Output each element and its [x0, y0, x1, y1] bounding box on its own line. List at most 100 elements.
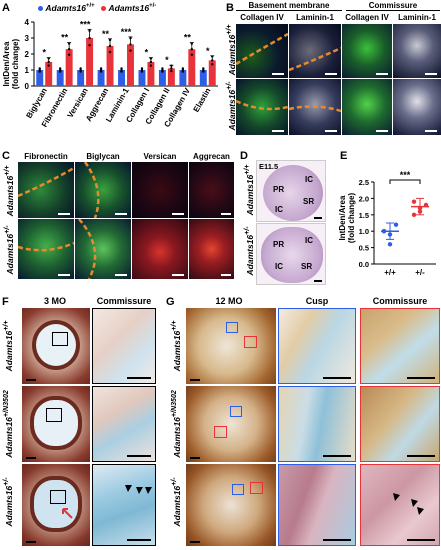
panel-c-image-wt-fibronectin	[18, 162, 74, 218]
panel-c-row-het-sup: +/-	[3, 225, 12, 234]
panel-c-sub-biglycan: Biglycan	[86, 152, 120, 161]
panel-b-image-het-laminin-1	[289, 79, 341, 135]
panel-f-image-n3502-commissure	[92, 386, 156, 462]
panel-e-sig-bracket	[389, 179, 421, 184]
panel-a-dot-het-1-0	[67, 53, 71, 56]
panel-a-dot-het-7-2	[190, 42, 194, 45]
panel-a-bar-wt-1	[56, 70, 64, 86]
panel-c-row-wt-sup: +/+	[3, 165, 12, 176]
panel-label-f: F	[2, 296, 9, 308]
panel-a-dot-het-5-2	[149, 57, 153, 60]
panel-a-dot-het-4-0	[129, 49, 132, 52]
panel-a-dot-het-8-0	[211, 63, 214, 66]
panel-a-dot-wt-5-2	[140, 67, 144, 70]
panel-f-row-het-base: Adamts16	[3, 485, 14, 527]
panel-g-row-het-sup: +/-	[170, 477, 179, 486]
panel-f-row-wt: Adamts16+/+	[2, 308, 14, 384]
panel-a-bar-wt-4	[118, 70, 125, 86]
panel-a-dot-het-8-2	[211, 55, 214, 58]
panel-a-sig-7: **	[184, 33, 192, 43]
panel-c-row-het: Adamts16+/-	[3, 215, 15, 285]
panel-g-image-het-overview	[186, 464, 276, 546]
panel-g-timepoint: 12 MO	[215, 296, 243, 306]
panel-a-sig-4: ***	[121, 27, 132, 37]
legend-dot-wt	[38, 6, 43, 12]
panel-a-dot-het-0-0	[47, 64, 50, 67]
panel-a-sig-2: ***	[80, 19, 91, 29]
panel-e-point-0-3	[381, 229, 387, 234]
panel-b-image-het-commissure-laminin-1	[393, 79, 441, 135]
panel-a-dot-het-1-2	[67, 42, 71, 45]
panel-a-dot-het-6-2	[170, 64, 173, 67]
panel-c-image-wt-aggrecan	[189, 162, 234, 218]
panel-e-ylabel-2: (fold change)	[347, 193, 356, 244]
panel-a-dot-het-5-0	[149, 64, 153, 67]
panel-e-point-1-0	[411, 199, 417, 204]
panel-a-ylabel-2: (fold change)	[11, 39, 20, 90]
panel-e-point-1-4	[417, 206, 423, 211]
legend-label-het: Adamts16	[108, 3, 150, 13]
panel-d-row-het-base: Adamts16	[244, 234, 255, 276]
panel-b-image-wt-commissure-collagen-iv	[342, 24, 392, 78]
panel-g-row-n3502: Adamts16+/N3502	[170, 386, 182, 462]
legend-sup-wt: +/+	[86, 3, 95, 10]
panel-f-image-het-overview	[22, 464, 90, 546]
panel-a-dot-het-3-2	[108, 38, 112, 42]
panel-c-image-het-biglycan	[75, 219, 131, 279]
panel-a-dot-wt-3-2	[99, 67, 103, 70]
panel-label-a: A	[2, 2, 10, 14]
panel-a-bar-het-8	[208, 60, 216, 86]
panel-c-sub-versican: Versican	[143, 152, 177, 161]
panel-d-row-het: Adamts16+/-	[243, 216, 255, 286]
panel-a-dot-het-5-1	[149, 60, 153, 64]
panel-label-e: E	[340, 150, 348, 162]
panel-a-dot-het-4-1	[129, 43, 132, 46]
panel-c-sub-aggrecan: Aggrecan	[193, 152, 230, 161]
panel-a-ytick-label-4: 4	[25, 18, 30, 27]
panel-a-sig-1: **	[61, 33, 69, 43]
panel-g-row-het: Adamts16+/-	[170, 464, 182, 540]
panel-g-row-wt-base: Adamts16	[171, 330, 182, 372]
panel-c-image-wt-versican	[132, 162, 188, 218]
panel-a-dot-wt-6-2	[161, 67, 164, 70]
panel-c-image-het-fibronectin	[18, 219, 74, 279]
panel-a-bar-het-6	[167, 68, 175, 86]
panel-a-dot-het-4-2	[129, 36, 132, 40]
panel-b-sub-collagen-2: Collagen IV	[345, 13, 389, 22]
panel-d-wt-ic-1: IC	[305, 175, 313, 184]
panel-f-row-het-sup: +/-	[2, 477, 11, 486]
panel-a-bar-wt-3	[97, 70, 105, 86]
panel-e-ytick-label-0: 0.0	[359, 260, 369, 269]
panel-g-image-n3502-cusp	[278, 386, 356, 462]
panel-a-category-8: Elastin	[192, 86, 213, 113]
panel-f-image-wt-overview	[22, 308, 90, 384]
panel-a-dot-het-3-1	[108, 44, 112, 48]
panel-c-image-wt-biglycan	[75, 162, 131, 218]
panel-e-scatter-chart: IntDen/Area (fold change) 0.0 0.5 1.0 1.5 2.…	[338, 170, 436, 277]
panel-g-row-n3502-base: Adamts16	[171, 417, 182, 458]
panel-a-dot-het-2-0	[88, 44, 91, 47]
panel-e-ytick-label-5: 2.5	[359, 178, 369, 187]
panel-a-dot-het-1-1	[67, 48, 71, 51]
panel-e-point-1-2	[423, 202, 429, 208]
panel-d-wt-pr: PR	[273, 185, 285, 194]
panel-a-bar-het-7	[188, 49, 196, 86]
panel-b-image-het-collagen-iv	[236, 79, 288, 135]
panel-e-point-1-3	[411, 212, 417, 217]
panel-c-image-het-aggrecan	[189, 219, 234, 279]
panel-a-dot-het-2-1	[88, 36, 91, 40]
panel-label-d: D	[240, 150, 248, 162]
panel-f-image-n3502-overview	[22, 386, 90, 462]
panel-a-dot-het-8-1	[211, 59, 214, 62]
panel-label-c: C	[2, 150, 10, 162]
panel-a-sig-5: *	[145, 48, 149, 58]
legend-sup-het: +/-	[149, 3, 157, 10]
panel-b-sub-laminin-2: Laminin-1	[398, 13, 436, 22]
panel-g-image-wt-overview	[186, 308, 276, 384]
panel-d-wt-sr: SR	[303, 197, 315, 206]
panel-g-image-n3502-commissure	[360, 386, 440, 462]
panel-g-image-het-commissure	[360, 464, 440, 546]
panel-a-sig-6: *	[165, 55, 169, 65]
panel-a-bar-het-5	[147, 62, 155, 86]
